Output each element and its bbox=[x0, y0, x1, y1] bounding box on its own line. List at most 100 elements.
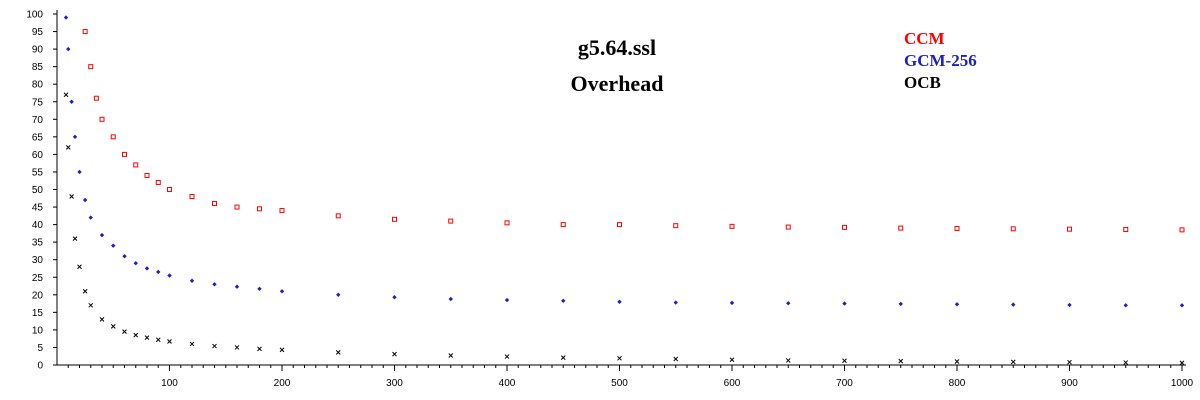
axes bbox=[53, 10, 1186, 371]
data-point bbox=[111, 243, 116, 248]
data-point bbox=[1067, 359, 1072, 365]
data-point bbox=[279, 347, 285, 353]
x-tick-label: 1000 bbox=[1171, 378, 1194, 389]
data-point bbox=[133, 162, 139, 168]
x-tick-label: 100 bbox=[161, 378, 178, 389]
data-point bbox=[448, 296, 453, 302]
y-tick-label: 95 bbox=[32, 27, 44, 38]
data-point bbox=[212, 201, 217, 207]
series-gcm-256 bbox=[63, 15, 1185, 308]
data-point bbox=[448, 218, 454, 224]
data-point bbox=[69, 194, 74, 199]
data-point bbox=[212, 282, 217, 287]
data-point bbox=[1179, 360, 1185, 366]
data-point bbox=[122, 253, 127, 259]
data-point bbox=[1179, 303, 1185, 308]
data-point bbox=[954, 302, 960, 307]
data-point bbox=[729, 223, 735, 229]
data-point bbox=[842, 358, 847, 364]
y-tick-label: 60 bbox=[32, 150, 44, 161]
data-point bbox=[212, 343, 217, 349]
data-point bbox=[99, 317, 105, 322]
data-point bbox=[673, 356, 679, 362]
data-point bbox=[155, 337, 161, 343]
data-point bbox=[65, 145, 71, 150]
data-point bbox=[144, 335, 150, 340]
chart-title: g5.64.ssl bbox=[578, 35, 656, 60]
x-tick-label: 800 bbox=[949, 378, 966, 389]
y-tick-label: 55 bbox=[32, 167, 44, 178]
y-tick-label: 10 bbox=[32, 325, 44, 336]
data-point bbox=[88, 215, 93, 220]
data-point bbox=[77, 264, 82, 270]
data-point bbox=[1179, 227, 1185, 233]
data-point bbox=[189, 341, 195, 347]
x-tick-label: 300 bbox=[386, 378, 403, 389]
legend-entry-ocb: OCB bbox=[904, 73, 941, 92]
data-point bbox=[66, 46, 71, 52]
data-point bbox=[335, 350, 341, 355]
y-tick-label: 35 bbox=[32, 238, 44, 249]
data-point bbox=[617, 299, 622, 305]
y-tick-label: 25 bbox=[32, 273, 44, 284]
data-point bbox=[279, 208, 285, 214]
data-point bbox=[72, 134, 78, 140]
chart-subtitle: Overhead bbox=[571, 71, 664, 96]
data-point bbox=[234, 284, 240, 289]
data-point bbox=[898, 358, 904, 364]
legend-entry-ccm: CCM bbox=[904, 29, 945, 48]
data-point bbox=[72, 236, 78, 241]
data-point bbox=[63, 15, 69, 20]
data-point bbox=[1067, 226, 1072, 232]
y-tick-label: 30 bbox=[32, 255, 44, 266]
data-point bbox=[1123, 227, 1129, 233]
x-tick-label: 200 bbox=[274, 378, 291, 389]
data-point bbox=[63, 92, 69, 98]
data-point bbox=[504, 297, 510, 303]
data-point bbox=[257, 346, 262, 352]
data-point bbox=[144, 172, 150, 178]
y-tick-label: 50 bbox=[32, 185, 44, 196]
y-tick-label: 5 bbox=[37, 343, 43, 354]
data-point bbox=[133, 332, 139, 338]
x-tick-label: 500 bbox=[611, 378, 628, 389]
data-point bbox=[189, 278, 195, 283]
data-point bbox=[279, 289, 285, 294]
data-point bbox=[69, 99, 74, 104]
data-point bbox=[673, 300, 678, 305]
legend-entry-gcm-256: GCM-256 bbox=[904, 51, 977, 70]
data-point bbox=[1010, 359, 1016, 365]
y-tick-label: 45 bbox=[32, 203, 44, 214]
data-point bbox=[729, 357, 735, 363]
data-point bbox=[785, 358, 791, 363]
data-point bbox=[392, 351, 397, 357]
legend: CCM GCM-256 OCB bbox=[904, 29, 977, 92]
data-point bbox=[167, 339, 172, 344]
data-point bbox=[842, 224, 847, 230]
data-point bbox=[1011, 302, 1016, 307]
data-point bbox=[155, 179, 161, 185]
data-point bbox=[785, 224, 791, 230]
y-tick-label: 80 bbox=[32, 80, 44, 91]
data-point bbox=[1123, 360, 1129, 365]
data-point bbox=[954, 359, 960, 364]
y-tick-label: 20 bbox=[32, 290, 44, 301]
series-ccm bbox=[82, 29, 1185, 233]
data-point bbox=[167, 273, 172, 278]
data-point bbox=[133, 261, 138, 266]
data-point bbox=[234, 345, 240, 350]
x-tick-label: 600 bbox=[724, 378, 741, 389]
data-point bbox=[673, 223, 679, 229]
data-point bbox=[786, 301, 791, 306]
y-tick-label: 100 bbox=[26, 10, 43, 21]
data-point bbox=[729, 300, 735, 306]
data-point bbox=[504, 220, 510, 226]
y-tick-label: 70 bbox=[32, 115, 44, 126]
data-point bbox=[144, 266, 150, 271]
y-tick-label: 90 bbox=[32, 45, 44, 56]
data-point bbox=[99, 116, 105, 122]
data-point bbox=[110, 134, 116, 140]
data-point bbox=[1010, 226, 1016, 232]
y-tick-label: 0 bbox=[37, 361, 43, 372]
